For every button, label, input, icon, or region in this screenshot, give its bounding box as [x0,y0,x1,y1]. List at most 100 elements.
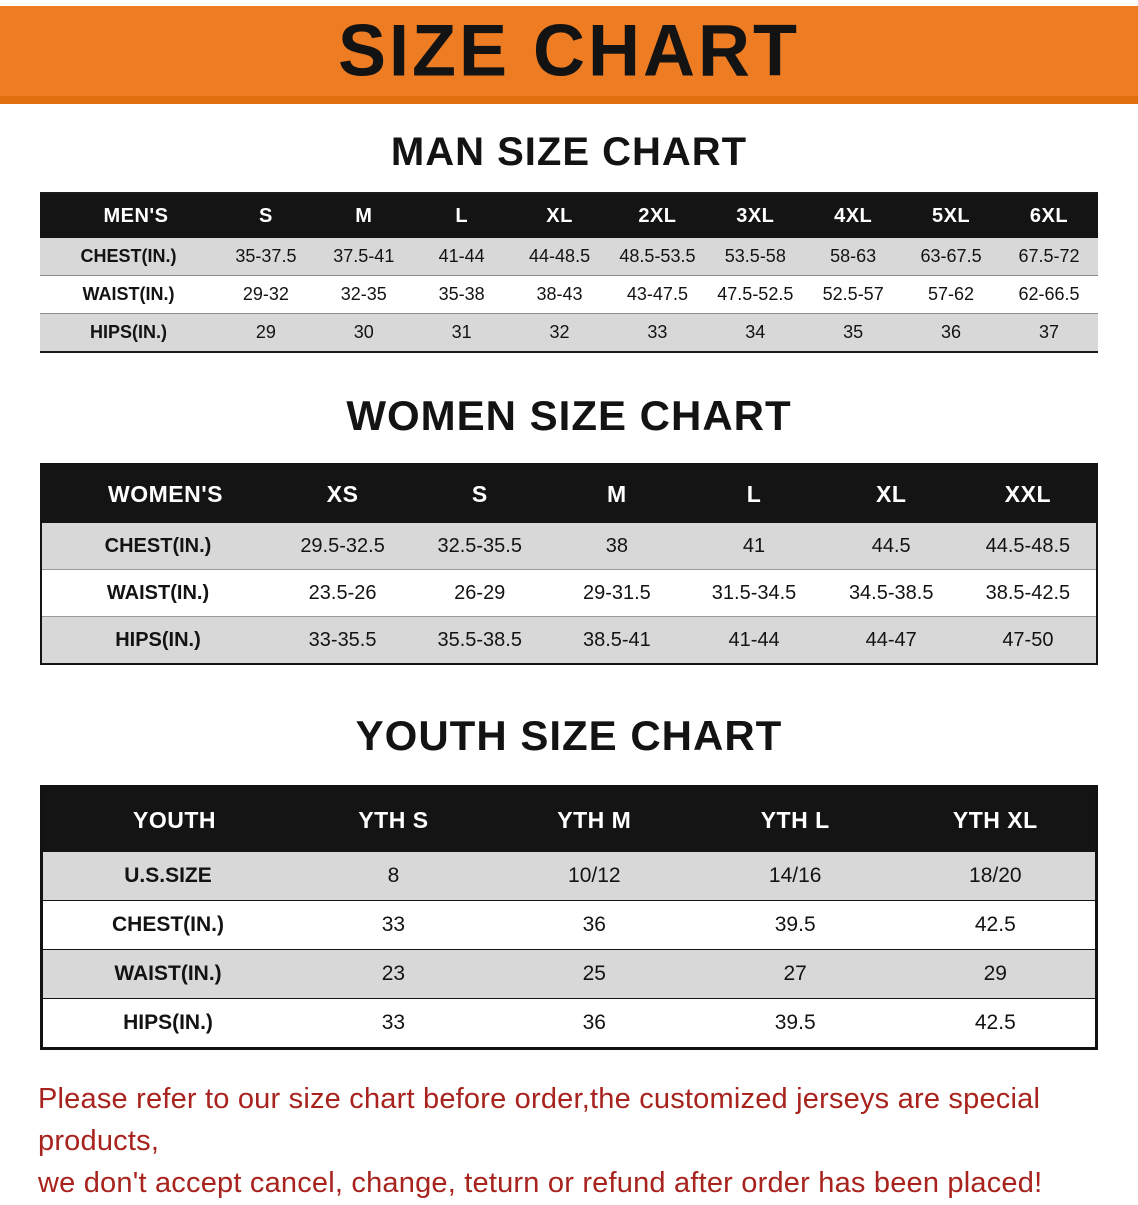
youth-size-table: YOUTH YTH S YTH M YTH L YTH XL U.S.SIZE 8 10/12… [40,785,1098,1051]
men-hips-in-l: 31 [451,322,472,342]
women-size-column-s: S [411,464,549,524]
women-chest-in-xs: 29.5-32.5 [274,523,412,571]
women-size-table: WOMEN'S XS S M L XL XXL CHEST(IN.) 29.5-32.5 32.5… [40,463,1098,666]
women-waist-in-s: 26-29 [411,569,549,618]
youth-size-column-yth-s: YTH S [293,786,494,853]
youth-waist-in-yth-xl: 29 [895,949,1097,1000]
women-row-label-chest-in: CHEST(IN.) [41,523,274,571]
youth-chest-in-yth-s: 33 [293,900,494,951]
women-size-column-xl: XL [822,464,960,524]
men-hips-in-4xl: 35 [843,322,864,342]
disclaimer-line-2: we don't accept cancel, change, teturn o… [38,1167,1043,1200]
youth-row-label-waist-in: WAIST(IN.) [41,949,293,1000]
youth-row-label-hips-in: HIPS(IN.) [123,1011,213,1035]
youth-size-column-yth-m: YTH M [493,786,695,853]
women-size-column-l: L [685,464,823,524]
men-size-table: MEN'S S M L XL 2XL 3XL 4XL 5XL 6XL CHEST(IN.) 35-37… [40,192,1098,353]
men-hips-in-m: 30 [353,322,374,342]
men-waist-in-5xl: 57-62 [902,275,1000,314]
youth-row-waist-in: WAIST(IN.) 23 25 27 29 [41,949,1097,1000]
men-waist-in-m: 32-35 [314,275,413,314]
men-waist-in-l: 35-38 [412,275,511,314]
youth-row-u-s-size: U.S.SIZE 8 10/12 14/16 18/20 [41,852,1097,902]
men-row-waist-in: WAIST(IN.) 29-32 32-35 35-38 38-43 43-47.5 47.… [40,275,1098,314]
men-waist-in-xl: 38-43 [510,275,609,314]
youth-size-section: YOUTH SIZE CHART YOUTH YTH S YTH M YTH L YTH… [0,712,1138,1051]
women-size-column-xs: XS [274,464,412,524]
men-row-hips-in: HIPS(IN.) 29 30 31 32 33 34 35 36 37 [40,313,1098,352]
men-waist-in-6xl: 62-66.5 [1000,275,1098,314]
women-hips-in-m: 38.5-41 [582,628,651,651]
men-waist-in-s: 29-32 [217,275,315,314]
women-table-header-row: WOMEN'S XS S M L XL XXL [41,464,1097,524]
women-row-hips-in: HIPS(IN.) 33-35.5 35.5-38.5 38.5-41 41-44 44-… [41,616,1097,665]
women-hips-in-xs: 33-35.5 [308,628,377,651]
youth-table-corner-label: YOUTH [41,786,293,853]
disclaimer-line-1: Please refer to our size chart before or… [38,1083,1041,1158]
size-chart-page: SIZE CHART MAN SIZE CHART MEN'S S M L XL 2XL 3… [0,6,1138,1205]
women-waist-in-m: 29-31.5 [548,569,686,618]
youth-chest-in-yth-m: 36 [493,900,695,951]
women-waist-in-xxl: 38.5-42.5 [959,569,1097,618]
women-hips-in-l: 41-44 [728,628,780,651]
men-chest-in-3xl: 53.5-58 [706,238,805,276]
youth-waist-in-yth-m: 25 [493,949,695,1000]
men-chest-in-6xl: 67.5-72 [1000,238,1098,276]
women-row-label-waist-in: WAIST(IN.) [41,569,274,618]
men-size-column-6xl: 6XL [1000,193,1098,238]
men-hips-in-xl: 32 [549,322,570,342]
women-chest-in-s: 32.5-35.5 [411,523,549,571]
youth-u-s-size-yth-m: 10/12 [493,852,695,902]
men-size-column-4xl: 4XL [804,193,903,238]
youth-row-chest-in: CHEST(IN.) 33 36 39.5 42.5 [41,900,1097,951]
youth-row-label-u-s-size: U.S.SIZE [41,852,293,902]
men-section-heading: MAN SIZE CHART [390,130,748,174]
youth-hips-in-yth-m: 36 [582,1011,606,1035]
page-title: SIZE CHART [338,10,800,92]
men-chest-in-xl: 44-48.5 [510,238,609,276]
youth-hips-in-yth-s: 33 [381,1011,406,1035]
women-chest-in-m: 38 [548,523,686,571]
women-size-section: WOMEN SIZE CHART WOMEN'S XS S M L XL XXL CHEST(… [0,392,1138,666]
youth-hips-in-yth-xl: 42.5 [974,1011,1016,1035]
men-chest-in-2xl: 48.5-53.5 [608,238,707,276]
women-table-corner-label: WOMEN'S [41,464,274,524]
men-hips-in-s: 29 [255,322,276,342]
youth-size-column-yth-l: YTH L [694,786,896,853]
men-size-column-2xl: 2XL [608,193,707,238]
men-waist-in-2xl: 43-47.5 [608,275,707,314]
women-row-waist-in: WAIST(IN.) 23.5-26 26-29 29-31.5 31.5-34.5 34… [41,569,1097,618]
men-chest-in-5xl: 63-67.5 [902,238,1000,276]
men-table-corner-label: MEN'S [40,193,217,238]
youth-chest-in-yth-l: 39.5 [694,900,896,951]
men-hips-in-3xl: 34 [745,322,766,342]
women-chest-in-xxl: 44.5-48.5 [959,523,1097,571]
women-waist-in-xl: 34.5-38.5 [822,569,960,618]
men-row-label-hips-in: HIPS(IN.) [89,322,167,342]
youth-size-column-yth-xl: YTH XL [895,786,1097,853]
banner: SIZE CHART [0,6,1138,104]
disclaimer: Please refer to our size chart before or… [38,1078,1100,1204]
men-size-column-s: S [217,193,315,238]
youth-u-s-size-yth-s: 8 [293,852,494,902]
youth-row-label-chest-in: CHEST(IN.) [41,900,293,951]
men-hips-in-6xl: 37 [1038,322,1060,342]
youth-hips-in-yth-l: 39.5 [774,1011,816,1035]
men-row-chest-in: CHEST(IN.) 35-37.5 37.5-41 41-44 44-48.5 48.5… [40,238,1098,276]
women-chest-in-l: 41 [685,523,823,571]
men-hips-in-5xl: 36 [941,322,962,342]
youth-waist-in-yth-l: 27 [694,949,896,1000]
women-hips-in-xl: 44-47 [865,628,917,651]
men-chest-in-m: 37.5-41 [314,238,413,276]
women-hips-in-s: 35.5-38.5 [437,628,522,651]
men-size-column-5xl: 5XL [902,193,1000,238]
youth-row-hips-in: HIPS(IN.) 33 36 39.5 42.5 [41,998,1097,1049]
youth-chest-in-yth-xl: 42.5 [895,900,1097,951]
youth-u-s-size-yth-xl: 18/20 [895,852,1097,902]
youth-table-header-row: YOUTH YTH S YTH M YTH L YTH XL [41,786,1097,853]
men-size-section: MAN SIZE CHART MEN'S S M L XL 2XL 3XL 4XL 5XL 6XL… [0,130,1138,353]
men-size-column-l: L [412,193,511,238]
women-section-heading: WOMEN SIZE CHART [346,392,792,439]
men-chest-in-s: 35-37.5 [217,238,315,276]
men-size-column-3xl: 3XL [706,193,805,238]
